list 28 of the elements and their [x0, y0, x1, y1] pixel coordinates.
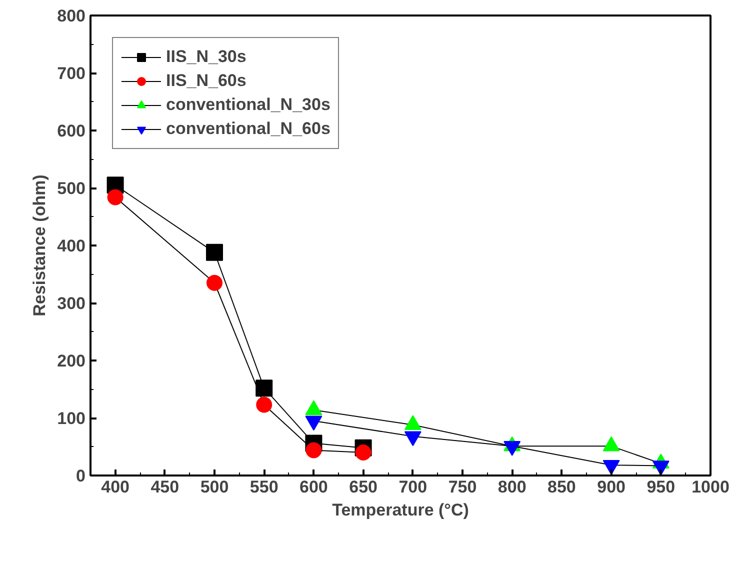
x-tick-label: 800 — [498, 478, 526, 496]
y-tick-label: 600 — [57, 122, 86, 140]
legend-label: conventional_N_30s — [166, 94, 330, 116]
x-tick-label: 400 — [101, 478, 130, 496]
legend-label: IIS_N_60s — [166, 70, 246, 92]
y-tick-label: 0 — [76, 466, 86, 486]
x-tick-label: 900 — [597, 478, 626, 496]
y-tick-label: 200 — [57, 352, 86, 370]
x-tick-label: 950 — [646, 478, 676, 496]
x-tick-label: 550 — [250, 478, 278, 496]
y-tick-label: 300 — [57, 294, 86, 313]
x-tick-label: 1000 — [692, 478, 730, 496]
x-tick-label: 450 — [150, 478, 180, 496]
x-tick-label: 700 — [398, 478, 428, 496]
y-tick-label: 500 — [57, 179, 86, 198]
y-tick-label: 400 — [57, 236, 86, 256]
y-tick-label: 100 — [57, 409, 86, 428]
y-tick-label: 700 — [57, 64, 86, 83]
x-tick-label: 500 — [200, 478, 229, 496]
x-tick-label: 650 — [349, 478, 378, 496]
x-axis-title: Temperature (°C) — [332, 500, 469, 520]
y-axis-title: Resistance (ohm) — [30, 174, 50, 316]
x-tick-label: 600 — [300, 478, 328, 496]
legend-label: IIS_N_30s — [166, 46, 246, 68]
x-tick-label: 850 — [548, 478, 576, 496]
legend-label: conventional_N_60s — [166, 118, 330, 140]
x-tick-label: 750 — [448, 478, 477, 496]
y-tick-label: 800 — [57, 6, 86, 26]
